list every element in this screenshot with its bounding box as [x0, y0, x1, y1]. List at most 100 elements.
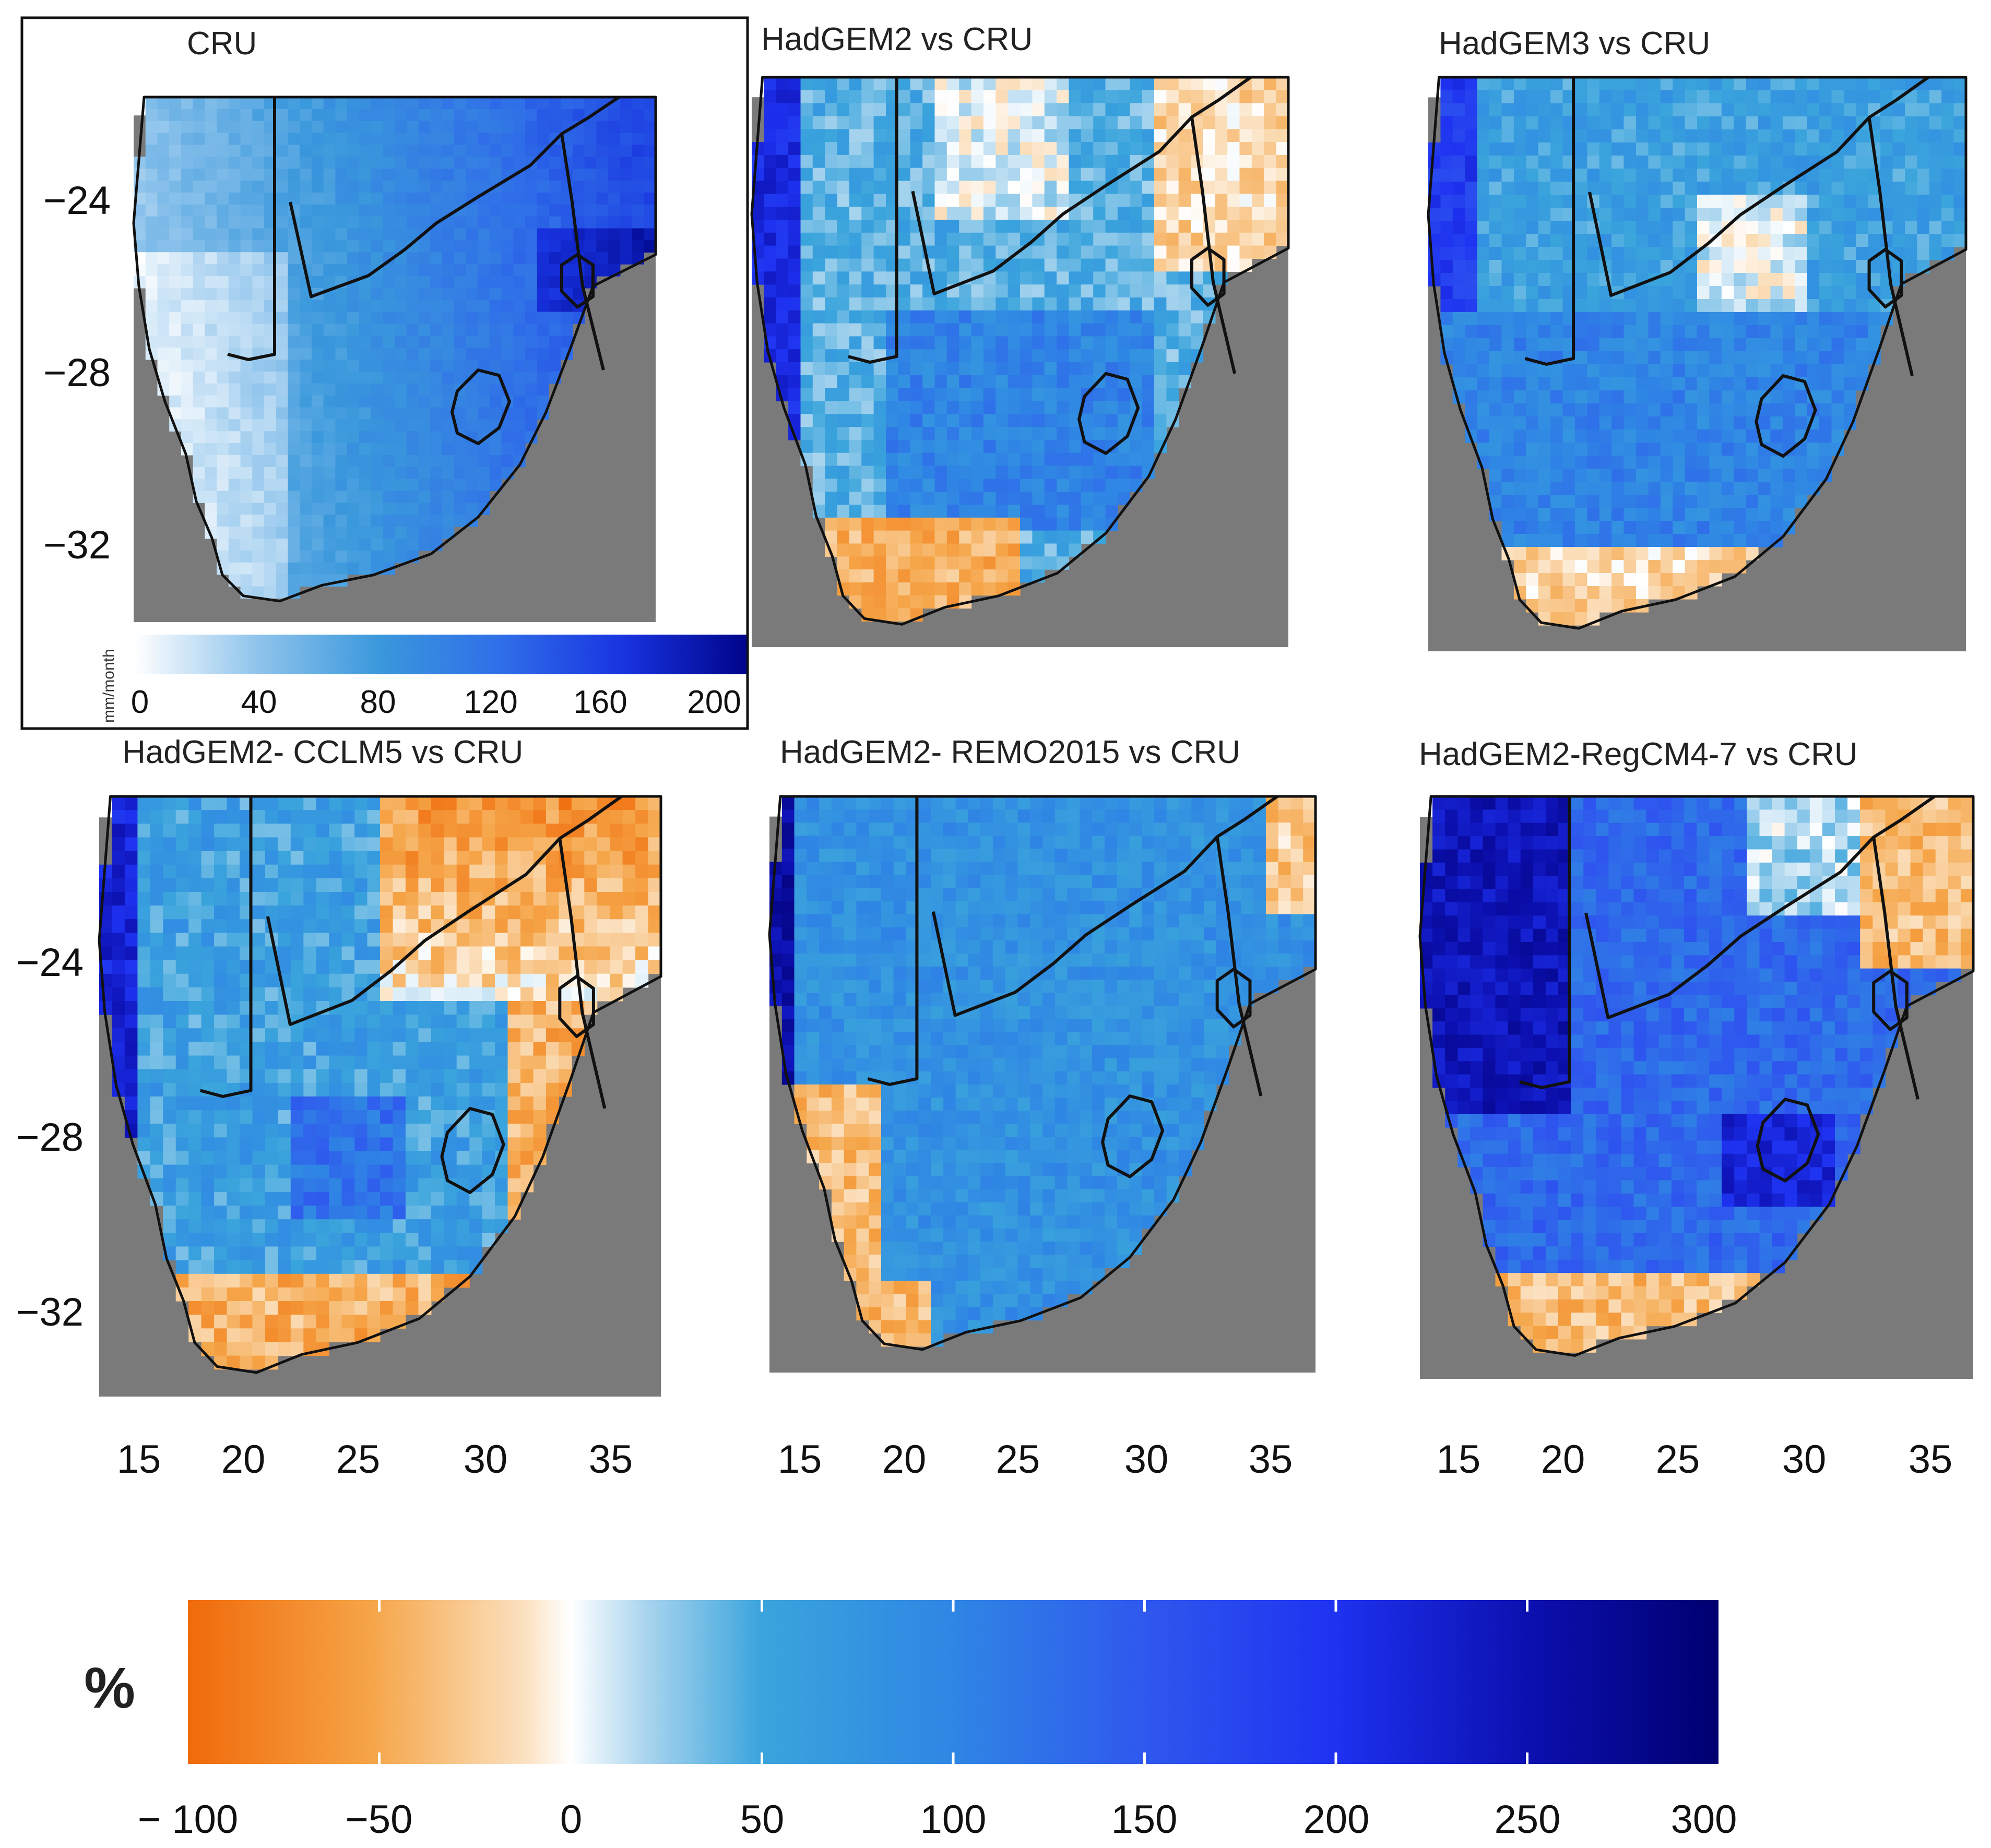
grid-cell: [112, 1042, 125, 1056]
grid-cell: [1611, 90, 1625, 104]
grid-cell: [1611, 390, 1625, 404]
grid-cell: [1489, 169, 1502, 182]
grid-cell: [1574, 612, 1587, 626]
grid-cell: [265, 1206, 278, 1220]
grid-cell: [227, 824, 240, 838]
grid-cell: [922, 323, 935, 337]
grid-cell: [1166, 207, 1179, 220]
grid-cell: [1599, 208, 1612, 221]
grid-cell: [169, 228, 182, 241]
grid-cell: [300, 467, 312, 480]
grid-cell: [1538, 129, 1551, 143]
grid-cell: [217, 97, 229, 110]
grid-cell: [395, 455, 407, 468]
grid-cell: [347, 264, 360, 277]
grid-cell: [240, 1301, 253, 1315]
grid-cell: [995, 284, 1009, 298]
grid-cell: [971, 77, 984, 91]
grid-cell: [188, 1137, 202, 1152]
grid-cell: [1142, 375, 1155, 389]
grid-cell: [1550, 495, 1563, 508]
grid-cell: [1636, 521, 1649, 534]
grid-cell: [252, 503, 265, 515]
grid-cell: [788, 258, 801, 272]
grid-cell: [145, 324, 158, 336]
grid-cell: [1746, 299, 1759, 313]
grid-cell: [240, 252, 253, 265]
grid-cell: [430, 157, 443, 169]
grid-cell: [898, 220, 911, 233]
grid-cell: [1685, 521, 1698, 534]
grid-cell: [1746, 116, 1759, 130]
grid-cell: [1892, 142, 1905, 156]
grid-cell: [157, 276, 170, 289]
grid-cell: [276, 276, 288, 289]
grid-cell: [922, 479, 935, 492]
grid-cell: [1843, 338, 1856, 352]
grid-cell: [1734, 534, 1747, 547]
grid-cell: [1856, 195, 1869, 208]
grid-cell: [1782, 116, 1795, 130]
grid-cell: [265, 1219, 278, 1233]
grid-cell: [1587, 325, 1600, 339]
grid-cell: [1758, 338, 1771, 352]
grid-cell: [288, 443, 300, 456]
grid-cell: [193, 348, 205, 360]
grid-cell: [934, 258, 947, 272]
grid-cell: [1660, 573, 1673, 587]
grid-cell: [1611, 142, 1625, 156]
grid-cell: [371, 336, 383, 348]
grid-cell: [837, 401, 850, 414]
grid-cell: [347, 348, 360, 360]
grid-cell: [478, 455, 490, 468]
grid-cell: [886, 401, 898, 414]
grid-cell: [1819, 364, 1832, 378]
grid-cell: [1550, 325, 1563, 339]
grid-cell: [983, 427, 996, 440]
grid-cell: [800, 142, 813, 156]
grid-cell: [1032, 142, 1045, 156]
grid-cell: [1782, 430, 1795, 443]
lesotho-border: [451, 368, 511, 445]
grid-cell: [1477, 116, 1490, 130]
grid-cell: [1636, 547, 1649, 561]
grid-cell: [1203, 116, 1216, 129]
grid-cell: [1251, 154, 1264, 169]
grid-cell: [1057, 154, 1070, 169]
grid-cell: [825, 349, 838, 363]
grid-cell: [288, 324, 300, 336]
grid-cell: [316, 1110, 329, 1124]
grid-cell: [1721, 299, 1734, 313]
grid-cell: [1782, 103, 1795, 117]
grid-cell: [1648, 221, 1661, 234]
grid-cell: [1227, 129, 1240, 142]
grid-cell: [1587, 90, 1600, 104]
grid-cell: [561, 264, 573, 277]
grid-cell: [181, 431, 194, 444]
grid-cell: [537, 216, 549, 229]
grid-cell: [1020, 388, 1033, 401]
grid-cell: [227, 1042, 240, 1056]
grid-cell: [959, 168, 972, 182]
grid-cell: [1611, 586, 1625, 600]
grid-cell: [1574, 195, 1587, 208]
grid-cell: [276, 109, 288, 122]
grid-cell: [1611, 573, 1625, 587]
grid-cell: [265, 987, 278, 1002]
grid-cell: [1574, 103, 1587, 117]
grid-cell: [1526, 221, 1539, 234]
grid-cell: [1032, 271, 1045, 285]
grid-cell: [1130, 142, 1143, 156]
grid-cell: [1929, 182, 1942, 195]
grid-cell: [946, 517, 959, 531]
grid-cell: [1709, 521, 1722, 534]
grid-cell: [1501, 169, 1514, 182]
grid-cell: [1770, 169, 1783, 182]
grid-cell: [898, 556, 911, 570]
grid-cell: [1697, 508, 1710, 521]
grid-cell: [1440, 195, 1453, 208]
grid-cell: [466, 133, 478, 146]
grid-cell: [825, 466, 838, 479]
grid-cell: [240, 407, 253, 420]
grid-cell: [240, 1355, 253, 1370]
